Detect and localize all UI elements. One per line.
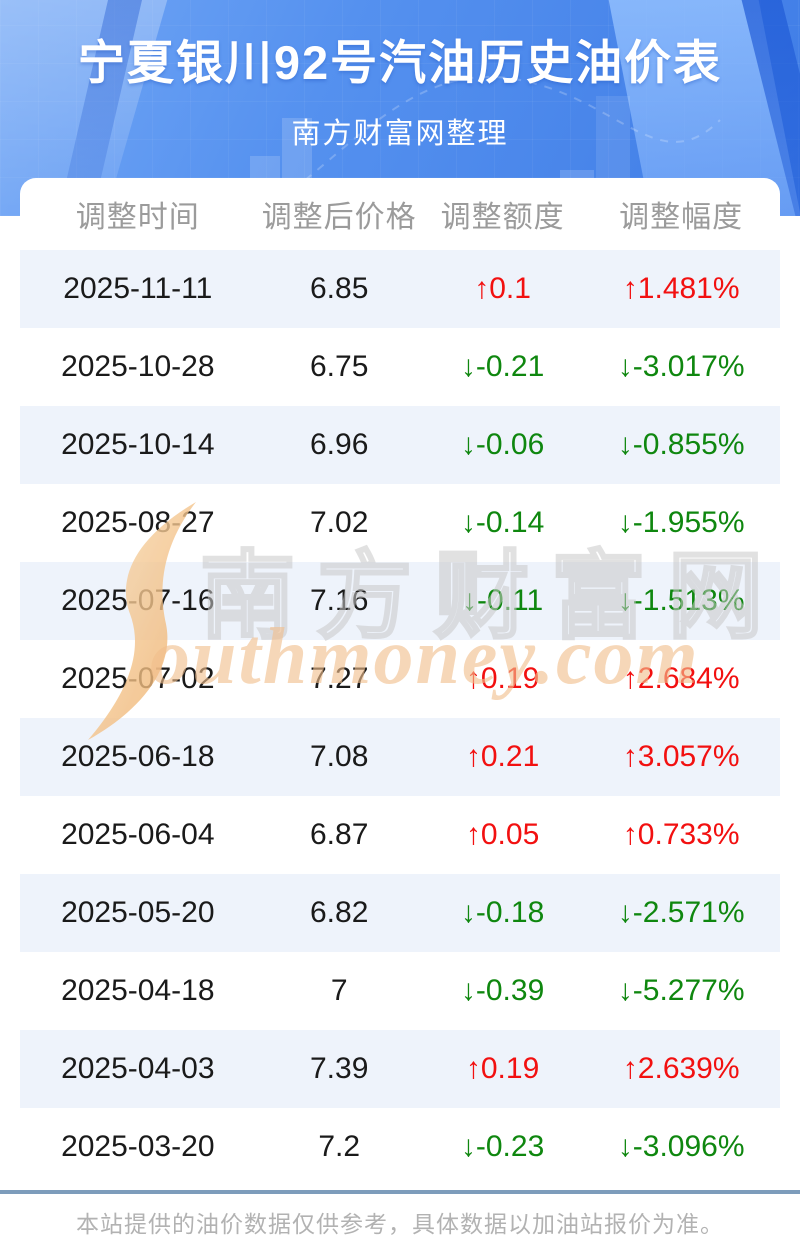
- row-date: 2025-03-20: [61, 1130, 215, 1163]
- footer: 本站提供的油价数据仅供参考，具体数据以加油站报价为准。: [0, 1190, 800, 1238]
- row-date: 2025-07-16: [61, 584, 215, 617]
- banner-dashed-curve-decoration: [279, 75, 721, 201]
- row-date: 2025-10-28: [61, 350, 215, 383]
- row-change: ↓-0.21: [460, 350, 545, 383]
- row-change: ↑0.05: [465, 818, 540, 851]
- table-row: 2025-06-04 6.87 ↑0.05 ↑0.733%: [20, 796, 780, 874]
- row-pct: ↑1.481%: [622, 272, 740, 305]
- row-price: 6.96: [309, 428, 369, 461]
- row-pct: ↓-3.017%: [617, 350, 745, 383]
- row-date: 2025-11-11: [63, 272, 213, 305]
- row-pct: ↓-1.513%: [617, 584, 745, 617]
- row-price: 7.39: [309, 1052, 369, 1085]
- row-pct: ↑2.639%: [622, 1052, 740, 1085]
- row-price: 6.85: [309, 272, 369, 305]
- table-row: 2025-04-18 7 ↓-0.39 ↓-5.277%: [20, 952, 780, 1030]
- table-row: 2025-10-14 6.96 ↓-0.06 ↓-0.855%: [20, 406, 780, 484]
- row-price: 7.16: [309, 584, 369, 617]
- row-pct: ↑0.733%: [622, 818, 740, 851]
- column-header-adjusted-price: 调整后价格: [261, 201, 417, 234]
- row-change: ↑0.19: [465, 1052, 540, 1085]
- row-change: ↑0.21: [465, 740, 540, 773]
- table-row: 2025-04-03 7.39 ↑0.19 ↑2.639%: [20, 1030, 780, 1108]
- row-pct: ↓-2.571%: [617, 896, 745, 929]
- row-price: 6.87: [309, 818, 369, 851]
- row-price: 7.02: [309, 506, 369, 539]
- row-date: 2025-10-14: [61, 428, 215, 461]
- price-table-card: 调整时间 调整后价格 调整额度 调整幅度 2025-11-11 6.85 ↑0.…: [20, 178, 780, 1186]
- column-header-adjust-amount: 调整额度: [440, 201, 565, 234]
- row-date: 2025-04-18: [61, 974, 215, 1007]
- row-date: 2025-06-04: [61, 818, 215, 851]
- table-row: 2025-07-16 7.16 ↓-0.11 ↓-1.513%: [20, 562, 780, 640]
- table-header-row: 调整时间 调整后价格 调整额度 调整幅度: [20, 178, 780, 250]
- table-row: 2025-05-20 6.82 ↓-0.18 ↓-2.571%: [20, 874, 780, 952]
- table-row: 2025-06-18 7.08 ↑0.21 ↑3.057%: [20, 718, 780, 796]
- column-header-adjust-range: 调整幅度: [619, 201, 744, 234]
- row-pct: ↓-3.096%: [617, 1130, 745, 1163]
- table-row: 2025-08-27 7.02 ↓-0.14 ↓-1.955%: [20, 484, 780, 562]
- row-price: 6.75: [309, 350, 369, 383]
- row-change: ↓-0.39: [460, 974, 545, 1007]
- row-price: 6.82: [309, 896, 369, 929]
- row-pct: ↓-1.955%: [617, 506, 745, 539]
- row-change: ↓-0.11: [462, 584, 544, 617]
- row-price: 7.08: [309, 740, 369, 773]
- row-pct: ↓-0.855%: [617, 428, 745, 461]
- column-header-adjust-time: 调整时间: [75, 201, 200, 234]
- table-row: 2025-07-02 7.27 ↑0.19 ↑2.684%: [20, 640, 780, 718]
- table-row: 2025-10-28 6.75 ↓-0.21 ↓-3.017%: [20, 328, 780, 406]
- row-date: 2025-06-18: [61, 740, 215, 773]
- row-date: 2025-07-02: [61, 662, 215, 695]
- row-change: ↓-0.23: [460, 1130, 545, 1163]
- row-price: 7: [330, 974, 348, 1007]
- row-price: 7.2: [318, 1130, 361, 1163]
- page-subtitle: 南方财富网整理: [291, 118, 509, 150]
- row-pct: ↑3.057%: [622, 740, 740, 773]
- row-date: 2025-08-27: [61, 506, 215, 539]
- row-change: ↑0.1: [474, 272, 531, 305]
- row-pct: ↓-5.277%: [617, 974, 745, 1007]
- table-row: 2025-03-20 7.2 ↓-0.23 ↓-3.096%: [20, 1108, 780, 1186]
- row-date: 2025-04-03: [61, 1052, 215, 1085]
- row-change: ↓-0.06: [460, 428, 545, 461]
- page-title: 宁夏银川92号汽油历史油价表: [77, 36, 723, 89]
- row-change: ↓-0.18: [460, 896, 545, 929]
- row-change: ↓-0.14: [460, 506, 545, 539]
- row-date: 2025-05-20: [61, 896, 215, 929]
- table-row: 2025-11-11 6.85 ↑0.1 ↑1.481%: [20, 250, 780, 328]
- table-body: 2025-11-11 6.85 ↑0.1 ↑1.481% 2025-10-28 …: [20, 250, 780, 1186]
- disclaimer-text: 本站提供的油价数据仅供参考，具体数据以加油站报价为准。: [76, 1211, 724, 1237]
- row-change: ↑0.19: [465, 662, 540, 695]
- row-price: 7.27: [309, 662, 369, 695]
- row-pct: ↑2.684%: [622, 662, 740, 695]
